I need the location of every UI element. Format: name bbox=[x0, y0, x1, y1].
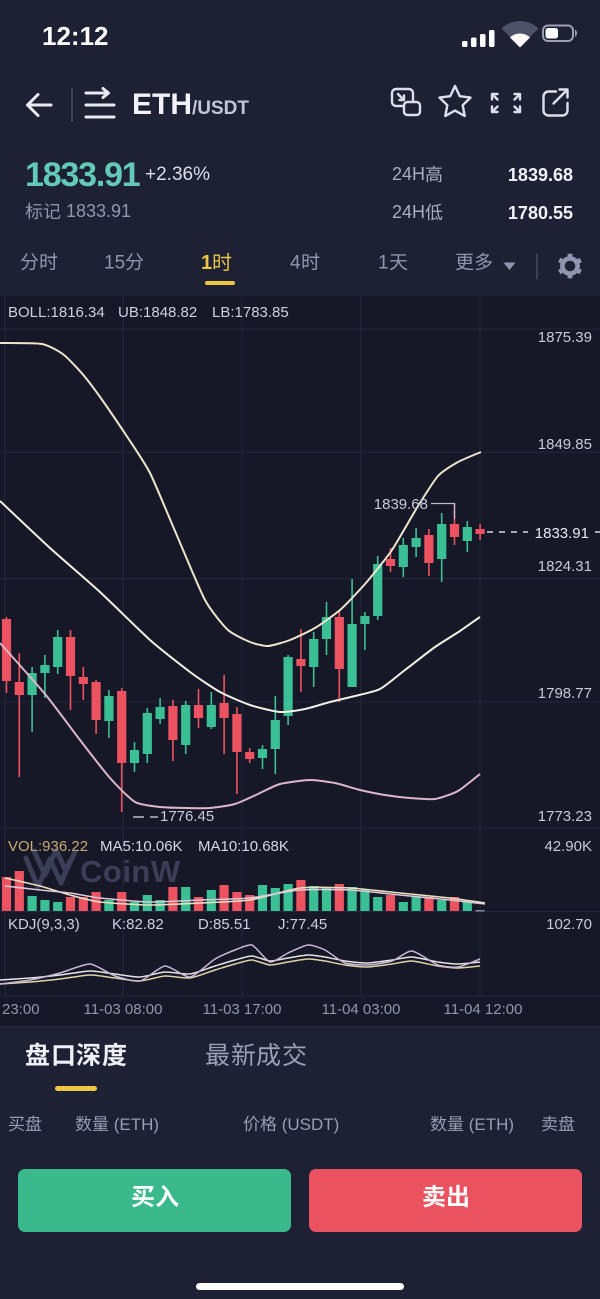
svg-text:KDJ(9,3,3): KDJ(9,3,3) bbox=[8, 916, 80, 933]
svg-text:1833.91: 1833.91 bbox=[535, 525, 589, 542]
svg-text:CoinW: CoinW bbox=[80, 854, 181, 889]
svg-text:1824.31: 1824.31 bbox=[538, 558, 592, 575]
svg-text:23:00: 23:00 bbox=[2, 1001, 40, 1018]
svg-text:MA5:10.06K: MA5:10.06K bbox=[100, 838, 183, 855]
svg-text:UB:1848.82: UB:1848.82 bbox=[118, 304, 197, 321]
svg-text:11-04 03:00: 11-04 03:00 bbox=[322, 1001, 401, 1018]
svg-text:11-03 08:00: 11-03 08:00 bbox=[84, 1001, 163, 1018]
svg-text:MA10:10.68K: MA10:10.68K bbox=[198, 838, 289, 855]
svg-text:LB:1783.85: LB:1783.85 bbox=[212, 304, 289, 321]
svg-text:K:82.82: K:82.82 bbox=[112, 916, 164, 933]
svg-text:1849.85: 1849.85 bbox=[538, 436, 592, 453]
svg-text:1839.68: 1839.68 bbox=[374, 496, 428, 513]
svg-text:1776.45: 1776.45 bbox=[160, 808, 214, 825]
svg-text:102.70: 102.70 bbox=[546, 916, 592, 933]
svg-text:1875.39: 1875.39 bbox=[538, 329, 592, 346]
svg-text:J:77.45: J:77.45 bbox=[278, 916, 327, 933]
svg-text:42.90K: 42.90K bbox=[544, 838, 592, 855]
svg-text:1773.23: 1773.23 bbox=[538, 808, 592, 825]
svg-text:D:85.51: D:85.51 bbox=[198, 916, 251, 933]
svg-text:1798.77: 1798.77 bbox=[538, 685, 592, 702]
svg-text:VOL:936.22: VOL:936.22 bbox=[8, 838, 88, 855]
svg-text:BOLL:1816.34: BOLL:1816.34 bbox=[8, 304, 105, 321]
svg-text:11-04 12:00: 11-04 12:00 bbox=[444, 1001, 523, 1018]
svg-text:11-03 17:00: 11-03 17:00 bbox=[203, 1001, 282, 1018]
